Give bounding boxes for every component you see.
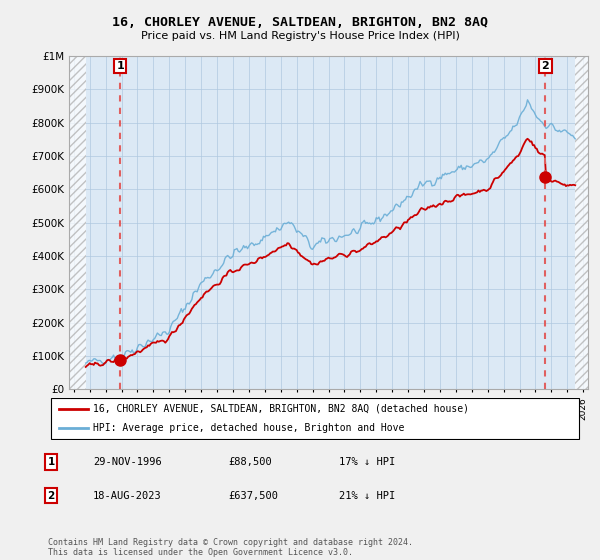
Text: 1: 1	[116, 61, 124, 71]
Text: 29-NOV-1996: 29-NOV-1996	[93, 457, 162, 467]
Text: 16, CHORLEY AVENUE, SALTDEAN, BRIGHTON, BN2 8AQ: 16, CHORLEY AVENUE, SALTDEAN, BRIGHTON, …	[112, 16, 488, 29]
Text: Contains HM Land Registry data © Crown copyright and database right 2024.
This d: Contains HM Land Registry data © Crown c…	[48, 538, 413, 557]
Text: Price paid vs. HM Land Registry's House Price Index (HPI): Price paid vs. HM Land Registry's House …	[140, 31, 460, 41]
Text: 21% ↓ HPI: 21% ↓ HPI	[339, 491, 395, 501]
Text: 1: 1	[47, 457, 55, 467]
Text: 2: 2	[47, 491, 55, 501]
Text: HPI: Average price, detached house, Brighton and Hove: HPI: Average price, detached house, Brig…	[94, 423, 405, 433]
Text: 18-AUG-2023: 18-AUG-2023	[93, 491, 162, 501]
Text: 17% ↓ HPI: 17% ↓ HPI	[339, 457, 395, 467]
Text: 2: 2	[542, 61, 550, 71]
Text: £637,500: £637,500	[228, 491, 278, 501]
Text: 16, CHORLEY AVENUE, SALTDEAN, BRIGHTON, BN2 8AQ (detached house): 16, CHORLEY AVENUE, SALTDEAN, BRIGHTON, …	[94, 404, 469, 414]
Text: £88,500: £88,500	[228, 457, 272, 467]
Bar	[69, 56, 86, 389]
FancyBboxPatch shape	[50, 399, 580, 439]
Bar	[575, 56, 588, 389]
